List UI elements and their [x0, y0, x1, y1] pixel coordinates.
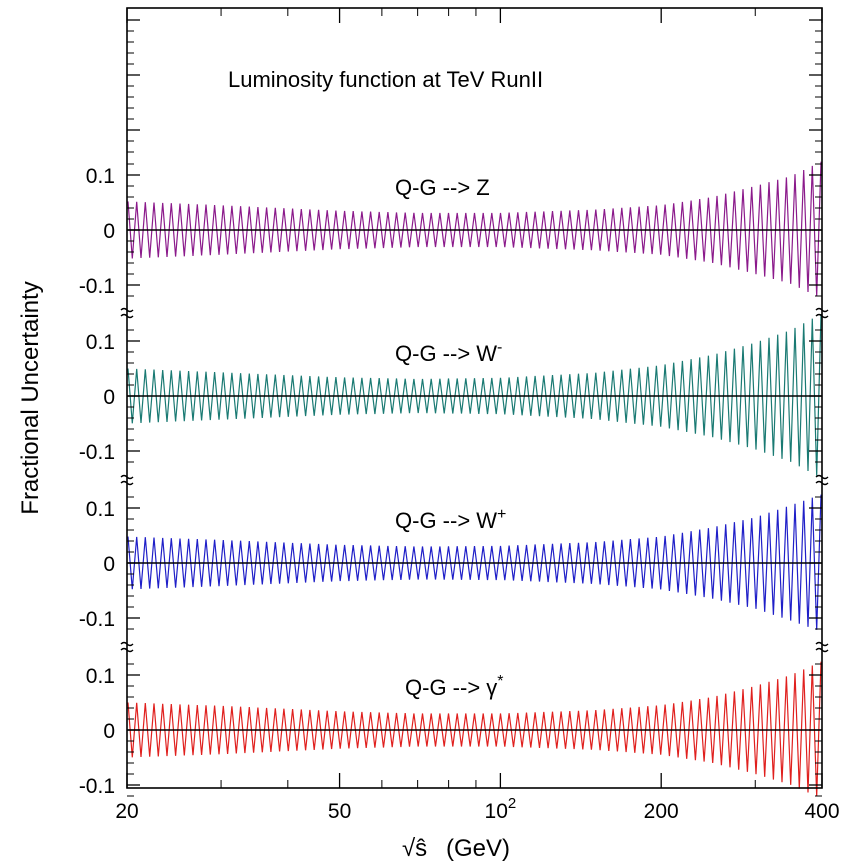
- axis-break-mark-1-right: [815, 307, 829, 319]
- axis-break-mark-1-left: [120, 307, 134, 319]
- x-axis-label: √ŝ (GeV): [402, 835, 510, 862]
- tick-labels: Q-G --> Z0.10-0.1Q-G --> W-0.10-0.1Q-G -…: [79, 165, 840, 823]
- zero-lines: [127, 229, 822, 731]
- y-tick-label-p3-3: -0.1: [79, 608, 115, 631]
- x-tick-label-2: 50: [328, 800, 351, 823]
- axis-break-mark-2-right: [815, 474, 829, 486]
- x-axis-label-unit: (GeV): [446, 835, 510, 862]
- axis-break-mark-3-right: [815, 641, 829, 653]
- y-tick-label-p1-3: -0.1: [79, 275, 115, 298]
- y-tick-label-p2-3: -0.1: [79, 441, 115, 464]
- x-tick-label-3: 102: [485, 795, 517, 823]
- band-series-2: [127, 313, 822, 476]
- y-axis-label: Fractional Uncertainty: [17, 281, 44, 514]
- band-series-4: [127, 661, 822, 797]
- axis-break-mark-2-left: [120, 474, 134, 486]
- uncertainty-bands: [127, 161, 822, 797]
- panel-label-3: Q-G --> W+: [395, 506, 506, 533]
- chart-title: Luminosity function at TeV RunII: [228, 67, 543, 92]
- panel-label-sup-3: +: [497, 506, 506, 523]
- x-tick-label-1: 20: [115, 800, 138, 823]
- x-tick-label-sup: 2: [508, 795, 516, 812]
- axis-break-mark-3-left: [120, 641, 134, 653]
- x-axis-label-symbol: √ŝ: [402, 835, 427, 862]
- y-tick-label-p3-1: 0.1: [86, 498, 115, 521]
- x-tick-label-4: 200: [644, 800, 679, 823]
- band-series-1: [127, 161, 822, 297]
- y-tick-label-p1-2: 0: [103, 220, 115, 243]
- y-tick-label-p3-2: 0: [103, 553, 115, 576]
- panel-label-4: Q-G --> γ*: [405, 673, 504, 700]
- panel-label-1: Q-G --> Z: [395, 175, 490, 200]
- axis-break-marks: [120, 307, 829, 653]
- band-series-3: [127, 494, 822, 630]
- panel-label-sup-2: -: [497, 339, 502, 356]
- plot-frame: [126, 7, 823, 789]
- y-tick-label-p4-1: 0.1: [86, 665, 115, 688]
- x-tick-label-5: 400: [804, 800, 839, 823]
- y-tick-label-p4-3: -0.1: [79, 775, 115, 798]
- y-tick-label-p1-1: 0.1: [86, 165, 115, 188]
- y-tick-label-p4-2: 0: [103, 720, 115, 743]
- panel-label-2: Q-G --> W-: [395, 339, 502, 366]
- axis-ticks: [126, 8, 823, 797]
- y-tick-label-p2-2: 0: [103, 386, 115, 409]
- y-tick-label-p2-1: 0.1: [86, 331, 115, 354]
- panel-label-sup-4: *: [497, 673, 503, 690]
